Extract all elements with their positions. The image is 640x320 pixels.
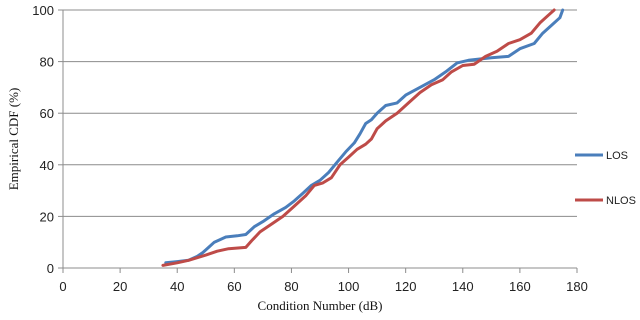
legend-label-nlos: NLOS: [606, 195, 636, 207]
y-axis-title: Empirical CDF (%): [6, 88, 21, 191]
y-tick-label: 0: [47, 261, 54, 276]
x-tick-label: 80: [284, 279, 298, 294]
series-line-los: [164, 8, 565, 265]
x-tick-label: 0: [59, 279, 66, 294]
x-tick-label: 160: [509, 279, 531, 294]
x-axis-title: Condition Number (dB): [258, 298, 383, 313]
x-tick-label: 180: [566, 279, 588, 294]
legend: LOS NLOS: [575, 150, 636, 207]
x-tick-label: 100: [338, 279, 360, 294]
grid-lines: [63, 9, 577, 217]
y-tick-label: 80: [40, 55, 54, 70]
y-tick-label: 20: [40, 209, 54, 224]
tick-labels: 0 20 40 60 80 100 120 140 160 180 0 20 40 60 80 100: [32, 3, 588, 294]
y-tick-label: 100: [32, 3, 54, 18]
x-tick-label: 60: [227, 279, 241, 294]
x-tick-label: 40: [170, 279, 184, 294]
axes: [58, 9, 578, 273]
legend-label-los: LOS: [606, 150, 628, 162]
y-tick-label: 40: [40, 158, 54, 173]
x-tick-label: 20: [113, 279, 127, 294]
series-line-nlos: [161, 8, 556, 267]
x-tick-label: 140: [452, 279, 474, 294]
x-tick-label: 120: [395, 279, 417, 294]
y-tick-label: 60: [40, 106, 54, 121]
series-lines: [161, 8, 565, 267]
